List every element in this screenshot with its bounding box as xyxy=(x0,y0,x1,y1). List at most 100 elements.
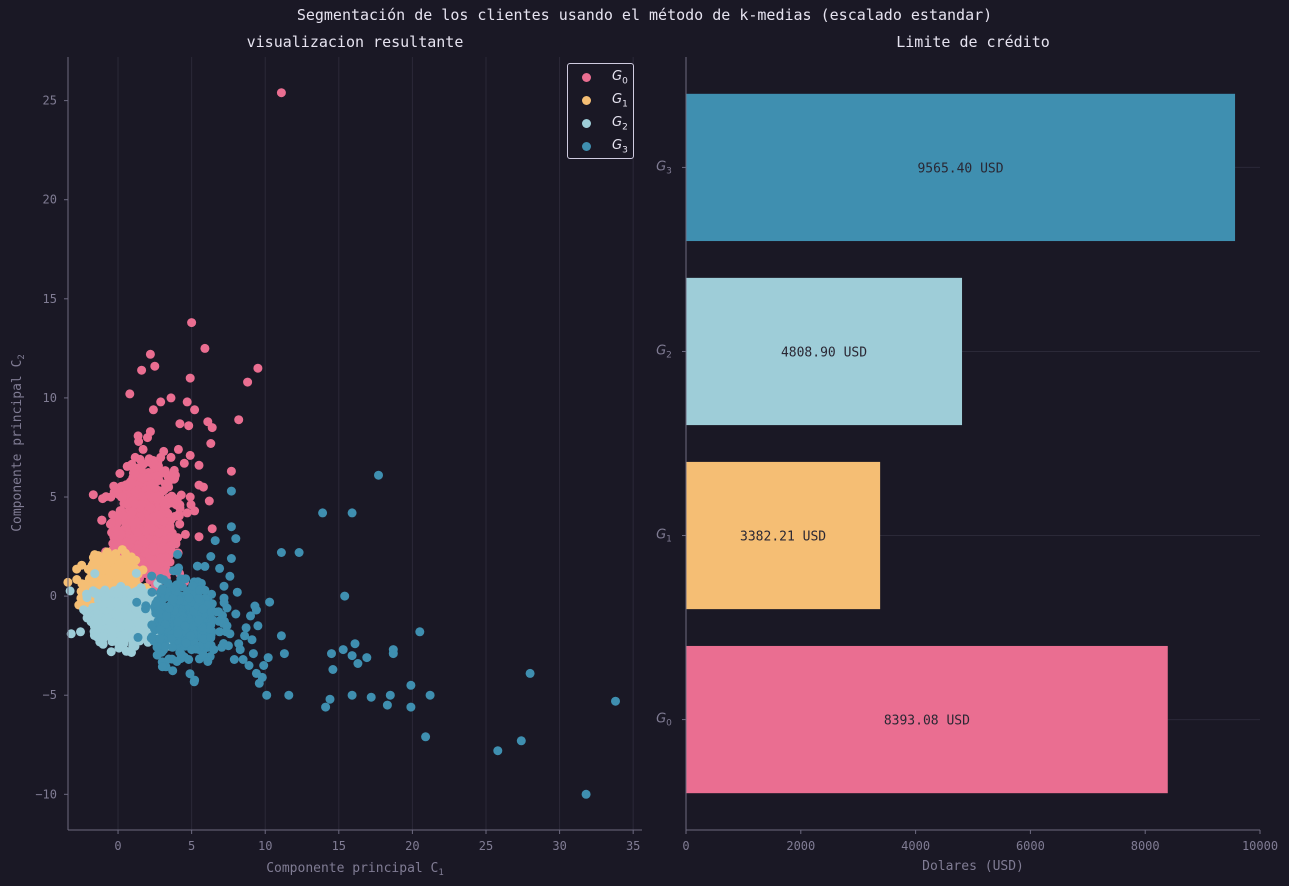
scatter-x-axis-label: Componente principal C1 xyxy=(266,861,444,878)
scatter-point xyxy=(232,587,242,597)
scatter-point xyxy=(185,669,195,679)
scatter-x-tick-label: 20 xyxy=(405,839,419,853)
scatter-y-tick-label: 25 xyxy=(43,94,57,108)
scatter-point xyxy=(115,604,125,614)
scatter-point xyxy=(133,527,142,537)
bar-data-label: 3382.21 USD xyxy=(740,530,826,545)
scatter-point xyxy=(154,528,164,538)
scatter-point xyxy=(259,661,269,670)
scatter-point xyxy=(184,655,194,664)
scatter-point xyxy=(168,666,178,676)
scatter-point xyxy=(222,603,232,613)
scatter-point xyxy=(90,589,100,599)
scatter-point xyxy=(200,561,210,571)
scatter-point xyxy=(241,623,251,633)
scatter-point xyxy=(184,593,194,603)
scatter-point xyxy=(185,492,195,502)
bar-x-tick-label: 10000 xyxy=(1242,839,1278,853)
legend-label: G1 xyxy=(612,92,628,110)
bar-data-label: 8393.08 USD xyxy=(884,714,970,729)
scatter-y-tick-label: 10 xyxy=(43,391,57,405)
scatter-point xyxy=(146,633,156,643)
bar-plot-area: 8393.08 USD 3382.21 USD 4808.90 USD 9565.40… xyxy=(686,93,1236,794)
scatter-point xyxy=(226,486,236,496)
scatter-point xyxy=(107,631,117,640)
scatter-point xyxy=(321,702,331,712)
scatter-point xyxy=(128,462,138,472)
legend-item-G2: G2 xyxy=(568,114,633,134)
scatter-point xyxy=(101,574,111,584)
scatter-point xyxy=(190,506,200,516)
scatter-point xyxy=(253,621,263,631)
bar-axes: 0 2000 4000 6000 8000 10000 G0 G1 G2 G3 Dolares (U… xyxy=(656,57,1278,874)
scatter-point xyxy=(210,536,220,546)
scatter-point xyxy=(160,642,170,652)
scatter-point xyxy=(203,657,213,666)
scatter-point xyxy=(328,665,338,674)
scatter-point xyxy=(279,649,289,659)
scatter-point xyxy=(204,496,214,506)
bar-data-label: 4808.90 USD xyxy=(781,345,867,360)
scatter-point xyxy=(374,470,383,480)
legend-marker xyxy=(582,96,591,105)
scatter-point xyxy=(66,629,76,639)
scatter-point xyxy=(406,680,416,690)
legend-label: G2 xyxy=(612,115,628,133)
scatter-y-tick-label: −10 xyxy=(35,787,57,801)
scatter-point xyxy=(148,492,158,502)
scatter-point xyxy=(276,88,286,98)
scatter-point xyxy=(141,604,150,614)
scatter-point xyxy=(251,605,261,615)
scatter-point xyxy=(207,524,217,534)
scatter-point xyxy=(147,587,157,597)
bar-x-tick-label: 4000 xyxy=(901,839,930,853)
scatter-point xyxy=(175,500,185,510)
scatter-point xyxy=(240,631,250,641)
bar-x-tick-label: 8000 xyxy=(1131,839,1160,853)
scatter-point xyxy=(138,444,148,454)
bar-grid xyxy=(686,166,1260,721)
scatter-point xyxy=(109,532,119,542)
scatter-x-tick-label: 5 xyxy=(188,839,195,853)
scatter-point xyxy=(133,609,143,619)
scatter-point xyxy=(194,594,204,604)
scatter-point xyxy=(187,318,197,328)
scatter-point xyxy=(200,343,210,353)
scatter-point xyxy=(263,653,273,663)
scatter-point xyxy=(173,628,183,638)
scatter-axes: 0 5 10 15 20 25 30 35 −10 −5 0 5 10 15 20 25 Componente … xyxy=(10,57,642,878)
legend-marker xyxy=(582,119,591,128)
scatter-point xyxy=(165,523,175,533)
scatter-point xyxy=(157,584,167,594)
scatter-point xyxy=(206,633,216,643)
scatter-point xyxy=(133,632,143,642)
scatter-point xyxy=(338,645,348,655)
bar-y-tick-label: G0 xyxy=(656,712,672,729)
scatter-point xyxy=(194,615,204,625)
scatter-point xyxy=(347,508,357,518)
scatter-point xyxy=(194,460,204,470)
scatter-series-G2 xyxy=(65,568,193,657)
scatter-point xyxy=(118,492,127,502)
scatter-point xyxy=(254,678,264,688)
scatter-point xyxy=(167,634,177,644)
scatter-point xyxy=(200,585,210,595)
scatter-point xyxy=(97,631,107,641)
scatter-point xyxy=(215,563,225,573)
scatter-point xyxy=(421,732,431,742)
scatter-series-G3 xyxy=(132,470,620,799)
scatter-point xyxy=(173,444,183,454)
scatter-point xyxy=(109,481,119,491)
scatter-point xyxy=(366,692,376,702)
scatter-y-tick-label: −5 xyxy=(43,688,57,702)
scatter-point xyxy=(130,499,140,509)
scatter-point xyxy=(173,564,183,574)
scatter-point xyxy=(186,631,196,641)
scatter-point xyxy=(253,363,263,373)
scatter-point xyxy=(406,702,416,712)
scatter-point xyxy=(203,417,213,427)
scatter-point xyxy=(106,647,116,657)
bar-x-tick-label: 6000 xyxy=(1016,839,1045,853)
scatter-x-tick-label: 35 xyxy=(626,839,640,853)
scatter-point xyxy=(172,657,182,666)
